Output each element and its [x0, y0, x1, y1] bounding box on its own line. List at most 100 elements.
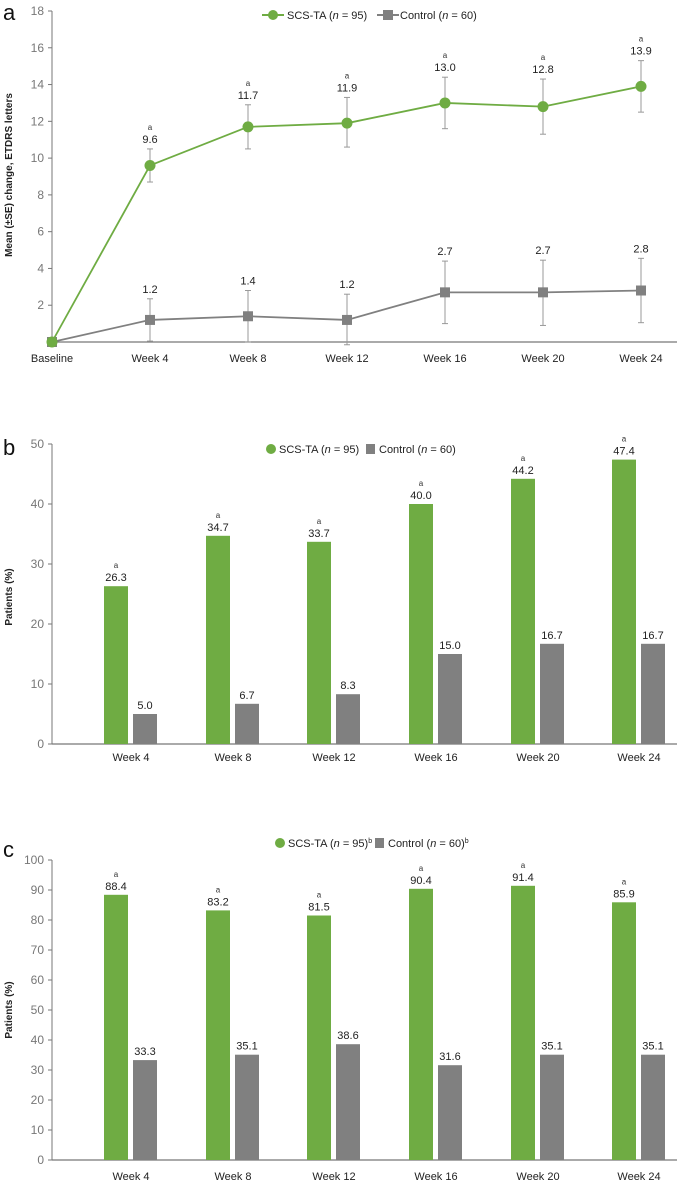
y-tick-label: 8: [37, 188, 44, 202]
data-label-control: 1.4: [240, 276, 255, 288]
bar-control: [540, 1054, 564, 1160]
data-label-control: 35.1: [236, 1041, 257, 1053]
legend-marker-control: [383, 10, 393, 20]
data-label-scs: 83.2: [207, 896, 228, 908]
y-tick-label: 18: [31, 4, 45, 18]
significance-mark: a: [216, 511, 221, 520]
y-tick-label: 16: [31, 41, 45, 55]
data-label-scs: 26.3: [105, 572, 126, 584]
significance-mark: a: [246, 79, 251, 88]
data-label-scs: 47.4: [613, 446, 634, 458]
y-tick-label: 70: [31, 943, 45, 957]
y-tick-label: 20: [31, 1093, 45, 1107]
point-scs: [46, 336, 58, 348]
y-tick-label: 80: [31, 913, 45, 927]
y-tick-label: 60: [31, 973, 45, 987]
x-tick-label: Week 4: [112, 1171, 149, 1181]
x-tick-label: Week 4: [131, 353, 168, 365]
panel-label-c: c: [3, 837, 14, 862]
data-label-control: 38.6: [337, 1030, 358, 1042]
point-scs: [341, 117, 353, 129]
bar-control: [235, 703, 259, 744]
bar-scs: [511, 885, 535, 1160]
bar-scs: [612, 902, 636, 1160]
point-scs: [635, 80, 647, 92]
legend-marker-scs: [275, 838, 285, 848]
bar-control: [336, 694, 360, 744]
y-tick-label: 10: [31, 677, 45, 691]
bar-scs: [612, 459, 636, 744]
data-label-control: 35.1: [541, 1041, 562, 1053]
y-tick-label: 0: [37, 1153, 44, 1167]
y-tick-label: 30: [31, 557, 45, 571]
point-control: [440, 287, 450, 298]
significance-mark: a: [114, 870, 119, 879]
point-control: [342, 314, 352, 325]
significance-mark: a: [216, 885, 221, 894]
panel-label-b: b: [3, 435, 15, 460]
x-tick-label: Week 16: [423, 353, 466, 365]
bar-scs: [307, 541, 331, 744]
x-tick-label: Week 24: [617, 1171, 660, 1181]
y-tick-label: 6: [37, 225, 44, 239]
bar-control: [540, 643, 564, 744]
x-tick-label: Week 12: [312, 1171, 355, 1181]
significance-mark: a: [114, 561, 119, 570]
data-label-scs: 12.8: [532, 64, 553, 76]
y-tick-label: 4: [37, 261, 44, 275]
point-scs: [439, 97, 451, 109]
data-label-scs: 9.6: [142, 134, 157, 146]
bar-scs: [307, 915, 331, 1160]
significance-mark: a: [345, 71, 350, 80]
data-label-control: 2.7: [437, 246, 452, 258]
bar-control: [133, 714, 157, 744]
bar-control: [133, 1060, 157, 1160]
y-tick-label: 100: [24, 853, 44, 867]
y-tick-label: 40: [31, 497, 45, 511]
bar-control: [438, 654, 462, 744]
y-tick-label: 2: [37, 298, 44, 312]
bar-scs: [409, 888, 433, 1160]
significance-mark: a: [622, 435, 627, 444]
legend-marker-control: [366, 444, 375, 454]
y-tick-label: 10: [31, 1123, 45, 1137]
x-tick-label: Week 20: [516, 1171, 559, 1181]
legend-marker-scs: [268, 10, 278, 20]
y-tick-label: 12: [31, 114, 45, 128]
significance-mark: a: [443, 51, 448, 60]
data-label-scs: 13.0: [434, 62, 455, 74]
data-label-control: 2.7: [535, 245, 550, 257]
bar-scs: [104, 894, 128, 1160]
y-tick-label: 10: [31, 151, 45, 165]
data-label-control: 35.1: [642, 1041, 663, 1053]
bar-scs: [409, 504, 433, 744]
data-label-scs: 88.4: [105, 881, 126, 893]
x-tick-label: Week 24: [619, 353, 662, 365]
legend-label-control: Control (n = 60)b: [388, 838, 469, 850]
legend-label-scs: SCS-TA (n = 95)b: [288, 838, 372, 850]
x-tick-label: Week 16: [414, 752, 457, 764]
data-label-control: 6.7: [239, 690, 254, 702]
y-tick-label: 50: [31, 437, 45, 451]
significance-mark: a: [148, 123, 153, 132]
bar-scs: [206, 535, 230, 744]
y-tick-label: 14: [31, 78, 45, 92]
point-control: [538, 287, 548, 298]
data-label-scs: 44.2: [512, 465, 533, 477]
data-label-control: 5.0: [137, 700, 152, 712]
significance-mark: a: [622, 877, 627, 886]
panel-label-a: a: [3, 0, 16, 25]
data-label-control: 31.6: [439, 1051, 460, 1063]
bar-control: [235, 1054, 259, 1160]
y-axis-title: Mean (±SE) change, ETDRS letters: [4, 93, 15, 257]
y-tick-label: 90: [31, 883, 45, 897]
data-label-control: 16.7: [541, 630, 562, 642]
data-label-scs: 90.4: [410, 875, 431, 887]
x-tick-label: Week 12: [312, 752, 355, 764]
x-tick-label: Week 12: [325, 353, 368, 365]
significance-mark: a: [419, 864, 424, 873]
legend-marker-scs: [266, 444, 276, 454]
y-tick-label: 40: [31, 1033, 45, 1047]
data-label-scs: 33.7: [308, 528, 329, 540]
